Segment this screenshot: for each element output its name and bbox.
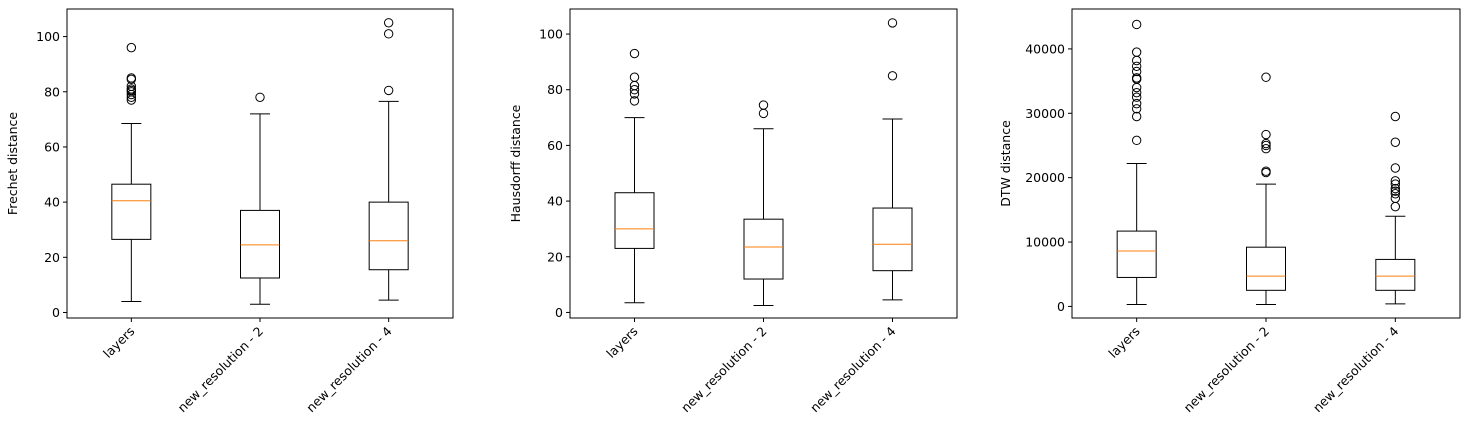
outlier-point: [1131, 55, 1142, 66]
x-tick-label: new_resolution - 2: [175, 324, 267, 416]
box-1: [1116, 19, 1157, 305]
outlier-point: [1131, 87, 1142, 98]
y-tick-label: 80: [44, 84, 60, 99]
box-2: [240, 92, 280, 305]
y-tick-label: 0: [1057, 299, 1065, 314]
y-tick-label: 0: [52, 305, 60, 320]
iqr-box: [111, 183, 152, 240]
outlier-point: [1390, 137, 1401, 147]
box-3: [1375, 111, 1416, 305]
outlier-point: [1390, 189, 1401, 199]
box-1: [614, 48, 655, 304]
y-tick-label: 40000: [1025, 41, 1065, 56]
outlier-point: [383, 18, 394, 28]
outlier-point: [1261, 72, 1271, 82]
box-3: [872, 18, 913, 301]
y-tick-label: 20000: [1025, 170, 1065, 185]
x-tick-label: layers: [603, 324, 640, 361]
outlier-point: [1131, 82, 1142, 93]
iqr-box: [368, 201, 409, 271]
outlier-point: [255, 92, 265, 102]
y-tick-label: 40: [44, 195, 60, 210]
outlier-point: [1261, 129, 1271, 140]
outlier-point: [1131, 61, 1142, 71]
y-tick-label: 60: [44, 139, 60, 154]
outlier-point: [1131, 47, 1142, 57]
outlier-point: [1390, 183, 1401, 194]
iqr-box: [1246, 246, 1286, 291]
x-tick-label: new_resolution - 2: [678, 324, 770, 416]
outlier-point: [1390, 186, 1401, 196]
outlier-point: [1261, 143, 1271, 154]
outlier-point: [1131, 92, 1142, 102]
outlier-point: [1131, 135, 1142, 146]
outlier-point: [1131, 104, 1142, 114]
box-2: [1246, 72, 1286, 305]
y-tick-label: 10000: [1025, 235, 1065, 250]
y-tick-label: 80: [547, 82, 563, 97]
outlier-point: [758, 100, 769, 110]
y-tick-label: 20: [547, 249, 563, 264]
outlier-point: [629, 85, 640, 95]
outlier-point: [1261, 166, 1271, 176]
box-3: [368, 18, 409, 301]
y-tick-label: 0: [555, 305, 563, 320]
y-tick-label: 100: [539, 27, 563, 42]
outlier-point: [1131, 98, 1142, 109]
x-tick-label: new_resolution - 4: [303, 323, 395, 415]
outlier-point: [1390, 201, 1401, 212]
x-tick-label: new_resolution - 4: [807, 323, 899, 415]
chart-panel-3: 0 10000 20000 30000 40000 DTW distance layers n…: [998, 8, 1461, 416]
outlier-point: [1131, 19, 1142, 30]
x-tick-label: new_resolution - 4: [1310, 323, 1402, 415]
outlier-point: [126, 42, 137, 53]
y-axis-label: Frechet distance: [5, 112, 20, 215]
y-tick-label: 60: [547, 138, 563, 153]
chart-panel-1: 0 20 40 60 80 100 Frechet distance layers new_re…: [5, 8, 454, 416]
x-tick-label: new_resolution - 2: [1181, 324, 1273, 416]
outlier-point: [629, 72, 640, 82]
outlier-point: [629, 48, 640, 59]
outlier-point: [887, 71, 898, 81]
chart-panel-2: 0 20 40 60 80 100 Hausdorff distance layers new_…: [508, 8, 958, 416]
outlier-point: [1390, 163, 1401, 173]
y-axis-label: Hausdorff distance: [508, 104, 523, 222]
box-2: [743, 100, 784, 306]
outlier-point: [629, 96, 640, 106]
outlier-point: [758, 108, 769, 119]
outlier-point: [1261, 138, 1271, 149]
outlier-point: [1131, 73, 1142, 83]
y-tick-label: 20: [44, 250, 60, 265]
box-1: [111, 42, 152, 302]
x-tick-label: layers: [100, 324, 137, 361]
outlier-point: [1390, 193, 1401, 203]
outlier-point: [1390, 111, 1401, 122]
iqr-box: [240, 209, 280, 279]
y-axis-label: DTW distance: [998, 120, 1013, 207]
outlier-point: [126, 73, 137, 83]
iqr-box: [614, 192, 655, 249]
outlier-point: [887, 18, 898, 28]
x-tick-label: layers: [1105, 324, 1142, 361]
outlier-point: [1131, 66, 1142, 77]
outlier-point: [1390, 176, 1401, 186]
y-tick-label: 40: [547, 194, 563, 209]
y-tick-label: 30000: [1025, 106, 1065, 121]
iqr-box: [872, 207, 913, 272]
iqr-box: [1116, 230, 1157, 278]
iqr-box: [1375, 258, 1416, 291]
outlier-point: [1131, 111, 1142, 122]
outlier-point: [126, 84, 137, 94]
iqr-box: [743, 218, 784, 280]
outlier-point: [1390, 179, 1401, 189]
outlier-point: [383, 29, 394, 39]
outlier-point: [383, 85, 394, 96]
y-tick-label: 100: [36, 29, 60, 44]
